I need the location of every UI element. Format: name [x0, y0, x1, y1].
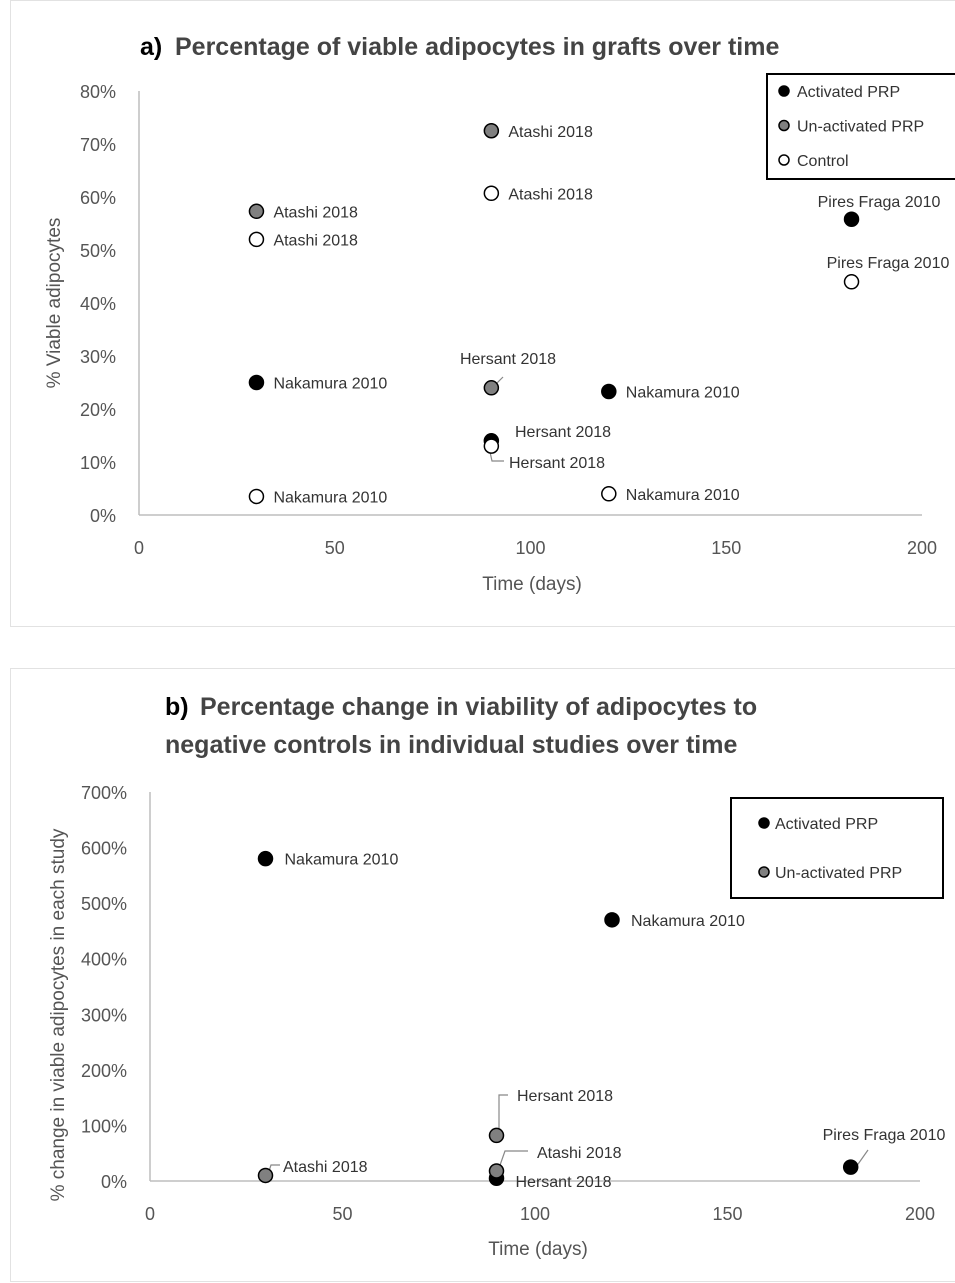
chart-a-y-tick-label: 10% [80, 453, 116, 473]
chart-a-y-tick-label: 40% [80, 294, 116, 314]
chart-a-data-point [843, 274, 860, 290]
chart-a-title-letter: a) [140, 33, 162, 61]
chart-a-point-label: Nakamura 2010 [626, 385, 740, 402]
chart-a-legend-marker [778, 119, 790, 132]
chart-a-y-tick-label: 80% [80, 82, 116, 102]
chart-b-title-line-1: Percentage change in viability of adipoc… [200, 693, 757, 721]
chart-a-y-tick-label: 70% [80, 135, 116, 155]
chart-a-data-point [601, 486, 617, 502]
chart-a-point-label: Atashi 2018 [508, 124, 593, 141]
chart-a-point-label: Nakamura 2010 [273, 376, 387, 393]
chart-b-legend-marker [758, 817, 770, 829]
chart-b-point-label: Nakamura 2010 [285, 852, 399, 869]
chart-a-label-leader [489, 451, 504, 462]
chart-b-legend-entry: Un-activated PRP [775, 865, 902, 882]
chart-b-data-point [604, 912, 620, 928]
chart-b-legend-entry: Activated PRP [775, 816, 878, 833]
chart-a-legend: Activated PRP Un-activated PRP Control [766, 73, 955, 180]
chart-a-x-tick-label: 150 [711, 538, 741, 558]
chart-b-y-tick-label: 700% [81, 783, 127, 803]
chart-b-point-label: Hersant 2018 [516, 1174, 612, 1191]
chart-b-x-tick-label: 0 [145, 1204, 155, 1224]
chart-b-y-tick-label: 300% [81, 1005, 127, 1025]
chart-a-legend-entry: Activated PRP [797, 84, 900, 101]
chart-a-point-label: Atashi 2018 [273, 204, 358, 221]
chart-a-point-label: Hersant 2018 [460, 351, 556, 368]
chart-a-data-point [248, 374, 265, 391]
chart-b-point-label: Hersant 2018 [517, 1088, 613, 1105]
chart-b-data-point [257, 850, 274, 867]
chart-b-plot: 0 50 100 150 200 0% 100% 200% 300% 400% 500% 600% 70… [81, 783, 946, 1224]
chart-a-legend-entry: Control [797, 153, 849, 170]
chart-b-data-point [257, 1167, 274, 1184]
chart-panel-b [10, 668, 955, 1282]
chart-a-data-point [248, 488, 265, 505]
chart-b-y-tick-label: 0% [101, 1172, 127, 1192]
chart-a-point-label: Hersant 2018 [515, 424, 611, 441]
chart-b-legend-marker [758, 866, 770, 878]
chart-a-plot: 0 50 100 150 200 0% 10% 20% 30% 40% 50% 60% 70% 80% Na… [80, 73, 955, 558]
chart-b-point-label: Atashi 2018 [537, 1145, 622, 1162]
chart-b-title-line-2: negative controls in individual studies … [165, 731, 737, 759]
chart-a-y-axis-title: % Viable adipocytes [44, 218, 65, 389]
chart-b-x-tick-label: 200 [905, 1204, 935, 1224]
chart-a-point-label: Nakamura 2010 [273, 489, 387, 506]
chart-a-x-tick-label: 100 [515, 538, 545, 558]
chart-a-y-tick-label: 0% [90, 506, 116, 526]
chart-b-data-point [488, 1127, 505, 1144]
chart-b-y-tick-label: 400% [81, 950, 127, 970]
chart-a-y-tick-label: 50% [80, 241, 116, 261]
chart-b-point-label: Nakamura 2010 [631, 913, 745, 930]
chart-a-x-axis-title: Time (days) [482, 574, 582, 595]
chart-a-x-tick-label: 0 [134, 538, 144, 558]
chart-a-point-label: Nakamura 2010 [626, 487, 740, 504]
chart-a-data-point [483, 438, 500, 454]
chart-a-data-point [843, 211, 860, 228]
chart-b-legend: Activated PRP Un-activated PRP [730, 797, 944, 899]
chart-a-legend-box [766, 73, 955, 180]
chart-a-point-label: Pires Fraga 2010 [827, 255, 950, 272]
chart-a-x-tick-label: 50 [325, 538, 345, 558]
chart-b-label-leader [498, 1150, 528, 1169]
chart-a-data-point [483, 123, 500, 139]
chart-b-x-axis-title: Time (days) [488, 1239, 588, 1260]
chart-a-y-tick-label: 30% [80, 347, 116, 367]
chart-a-data-point [483, 185, 500, 202]
chart-b-x-tick-label: 50 [332, 1204, 352, 1224]
chart-b-y-tick-label: 600% [81, 839, 127, 859]
chart-b-data-point [488, 1163, 505, 1179]
chart-b-point-label: Pires Fraga 2010 [823, 1127, 946, 1144]
chart-b-y-tick-label: 200% [81, 1061, 127, 1081]
chart-a-data-point [248, 231, 265, 248]
chart-a-title: Percentage of viable adipocytes in graft… [175, 33, 779, 61]
chart-a-point-label: Pires Fraga 2010 [818, 194, 941, 211]
chart-b-data-point [842, 1159, 859, 1175]
chart-b-y-tick-label: 100% [81, 1116, 127, 1136]
chart-b-x-tick-label: 150 [712, 1204, 742, 1224]
chart-a-data-point [601, 383, 617, 400]
chart-b-label-leader [498, 1094, 508, 1135]
chart-b-label-leader [855, 1149, 869, 1168]
chart-b-title-letter: b) [165, 693, 189, 721]
chart-a-point-label: Atashi 2018 [273, 232, 358, 249]
chart-a-legend-entry: Un-activated PRP [797, 119, 924, 136]
chart-a-y-tick-label: 60% [80, 188, 116, 208]
chart-a-legend-marker [778, 154, 790, 166]
chart-a-point-label: Hersant 2018 [509, 455, 605, 472]
chart-a-data-point [483, 380, 500, 396]
chart-b-point-label: Atashi 2018 [283, 1159, 368, 1176]
chart-b-legend-box [730, 797, 944, 899]
chart-a-y-tick-label: 20% [80, 400, 116, 420]
chart-b-x-tick-label: 100 [520, 1204, 550, 1224]
chart-a-point-label: Atashi 2018 [508, 186, 593, 203]
chart-a-data-point [248, 203, 265, 220]
chart-a-legend-marker [778, 85, 790, 97]
chart-b-y-tick-label: 500% [81, 894, 127, 914]
chart-b-y-axis-title: % change in viable adipocytes in each st… [48, 828, 69, 1201]
chart-a-x-tick-label: 200 [907, 538, 937, 558]
